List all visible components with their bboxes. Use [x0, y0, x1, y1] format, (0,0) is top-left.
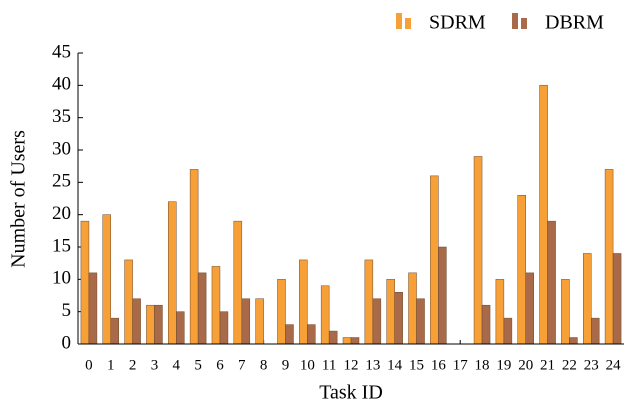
legend-label: SDRM — [429, 12, 486, 34]
bar — [495, 279, 505, 345]
bar — [80, 220, 90, 345]
x-tick-label: 5 — [194, 357, 202, 373]
x-tick-label: 23 — [584, 357, 599, 373]
bar — [132, 298, 141, 345]
y-tick-label: 5 — [62, 300, 72, 321]
x-axis-label: Task ID — [319, 382, 383, 404]
bar — [102, 214, 112, 345]
bar — [154, 304, 163, 345]
bar — [233, 220, 243, 345]
x-tick-label: 18 — [475, 357, 490, 373]
y-tick-label: 15 — [52, 235, 71, 256]
legend-label: DBRM — [545, 12, 604, 34]
bar — [211, 266, 221, 345]
x-tick-label: 8 — [260, 357, 268, 373]
x-tick-label: 15 — [409, 357, 424, 373]
x-tick-label: 11 — [322, 357, 336, 373]
y-tick-label: 35 — [52, 106, 71, 127]
bar — [285, 324, 294, 345]
bar — [320, 285, 330, 345]
bar — [146, 304, 155, 345]
bar — [612, 253, 622, 345]
y-tick-label: 25 — [52, 171, 71, 192]
bar — [110, 317, 120, 345]
x-tick-label: 17 — [453, 357, 469, 373]
x-tick-label: 2 — [129, 357, 137, 373]
bar — [307, 324, 316, 345]
bar — [547, 220, 556, 345]
bar — [350, 337, 360, 345]
bar — [473, 156, 483, 345]
bar — [569, 337, 578, 345]
bar — [539, 85, 548, 345]
x-tick-label: 10 — [300, 357, 315, 373]
bar — [372, 298, 382, 345]
x-tick-label: 24 — [606, 357, 622, 373]
x-tick-label: 7 — [238, 357, 246, 373]
y-tick-label: 20 — [52, 203, 71, 224]
y-tick-label: 45 — [52, 41, 71, 62]
legend-swatch — [512, 13, 518, 29]
bar — [386, 279, 395, 345]
bar — [517, 195, 526, 345]
x-tick-label: 3 — [151, 357, 159, 373]
bar — [168, 201, 177, 345]
x-tick-label: 20 — [518, 357, 533, 373]
bar — [277, 279, 286, 345]
bar — [582, 253, 592, 345]
bar — [197, 272, 207, 345]
bar — [416, 298, 425, 345]
bar — [364, 259, 374, 345]
bar — [255, 298, 264, 345]
bar — [438, 246, 447, 345]
bar — [88, 272, 98, 345]
bar — [189, 169, 199, 345]
bar — [176, 311, 185, 345]
bar — [430, 175, 439, 345]
bar — [394, 292, 403, 345]
legend-swatch — [405, 18, 411, 29]
y-axis-label: Number of Users — [8, 130, 30, 268]
y-tick-label: 40 — [52, 74, 71, 95]
x-tick-label: 21 — [540, 357, 555, 373]
bar — [241, 298, 251, 345]
y-tick-label: 10 — [52, 268, 71, 289]
x-tick-label: 9 — [282, 357, 290, 373]
bar — [525, 272, 534, 345]
bar — [503, 317, 513, 345]
x-tick-label: 13 — [365, 357, 380, 373]
bar — [219, 311, 229, 345]
bar — [561, 279, 570, 345]
bar — [481, 304, 491, 345]
x-tick-label: 14 — [387, 357, 403, 373]
bar — [124, 259, 133, 345]
bar — [342, 337, 352, 345]
bar — [328, 330, 338, 345]
legend-swatch — [396, 13, 402, 29]
x-tick-label: 12 — [344, 357, 359, 373]
x-tick-label: 0 — [85, 357, 93, 373]
legend-swatch — [521, 18, 527, 29]
bar — [299, 259, 308, 345]
x-tick-label: 16 — [431, 357, 447, 373]
bar — [590, 317, 600, 345]
x-tick-label: 4 — [173, 357, 181, 373]
y-tick-label: 0 — [62, 332, 72, 353]
bar — [604, 169, 614, 345]
x-tick-label: 19 — [496, 357, 511, 373]
x-tick-label: 22 — [562, 357, 577, 373]
x-tick-label: 6 — [216, 357, 224, 373]
x-tick-label: 1 — [107, 357, 115, 373]
bar — [408, 272, 417, 345]
y-tick-label: 30 — [52, 138, 71, 159]
